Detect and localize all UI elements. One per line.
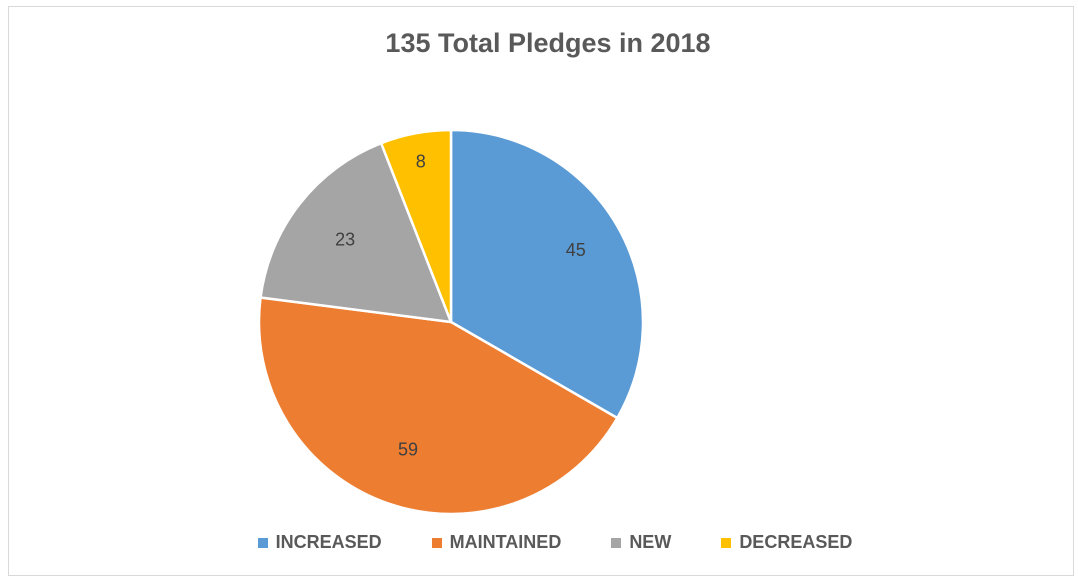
legend-label: NEW xyxy=(629,532,672,552)
pie-slice-decreased xyxy=(379,128,453,323)
data-label-increased: 45 xyxy=(566,240,586,260)
legend-swatch xyxy=(431,537,442,548)
legend-label: MAINTAINED xyxy=(449,532,562,552)
legend-label: INCREASED xyxy=(275,532,382,552)
pie-slice-new xyxy=(259,141,453,324)
data-label-maintained: 59 xyxy=(398,439,418,459)
legend-item-new: NEW xyxy=(611,532,671,553)
data-label-decreased: 8 xyxy=(416,152,426,172)
pie-slice-maintained xyxy=(257,296,619,516)
legend-item-maintained: MAINTAINED xyxy=(431,532,562,553)
pie-slice-increased xyxy=(449,128,645,420)
chart-legend: INCREASED MAINTAINED NEW DECREASED xyxy=(0,532,1078,553)
chart-title: 135 Total Pledges in 2018 xyxy=(385,28,711,58)
legend-item-decreased: DECREASED xyxy=(721,532,852,553)
legend-swatch xyxy=(611,537,622,548)
legend-swatch xyxy=(257,537,268,548)
legend-item-increased: INCREASED xyxy=(257,532,382,553)
data-label-new: 23 xyxy=(335,229,355,249)
legend-swatch xyxy=(721,537,732,548)
legend-label: DECREASED xyxy=(739,532,853,552)
